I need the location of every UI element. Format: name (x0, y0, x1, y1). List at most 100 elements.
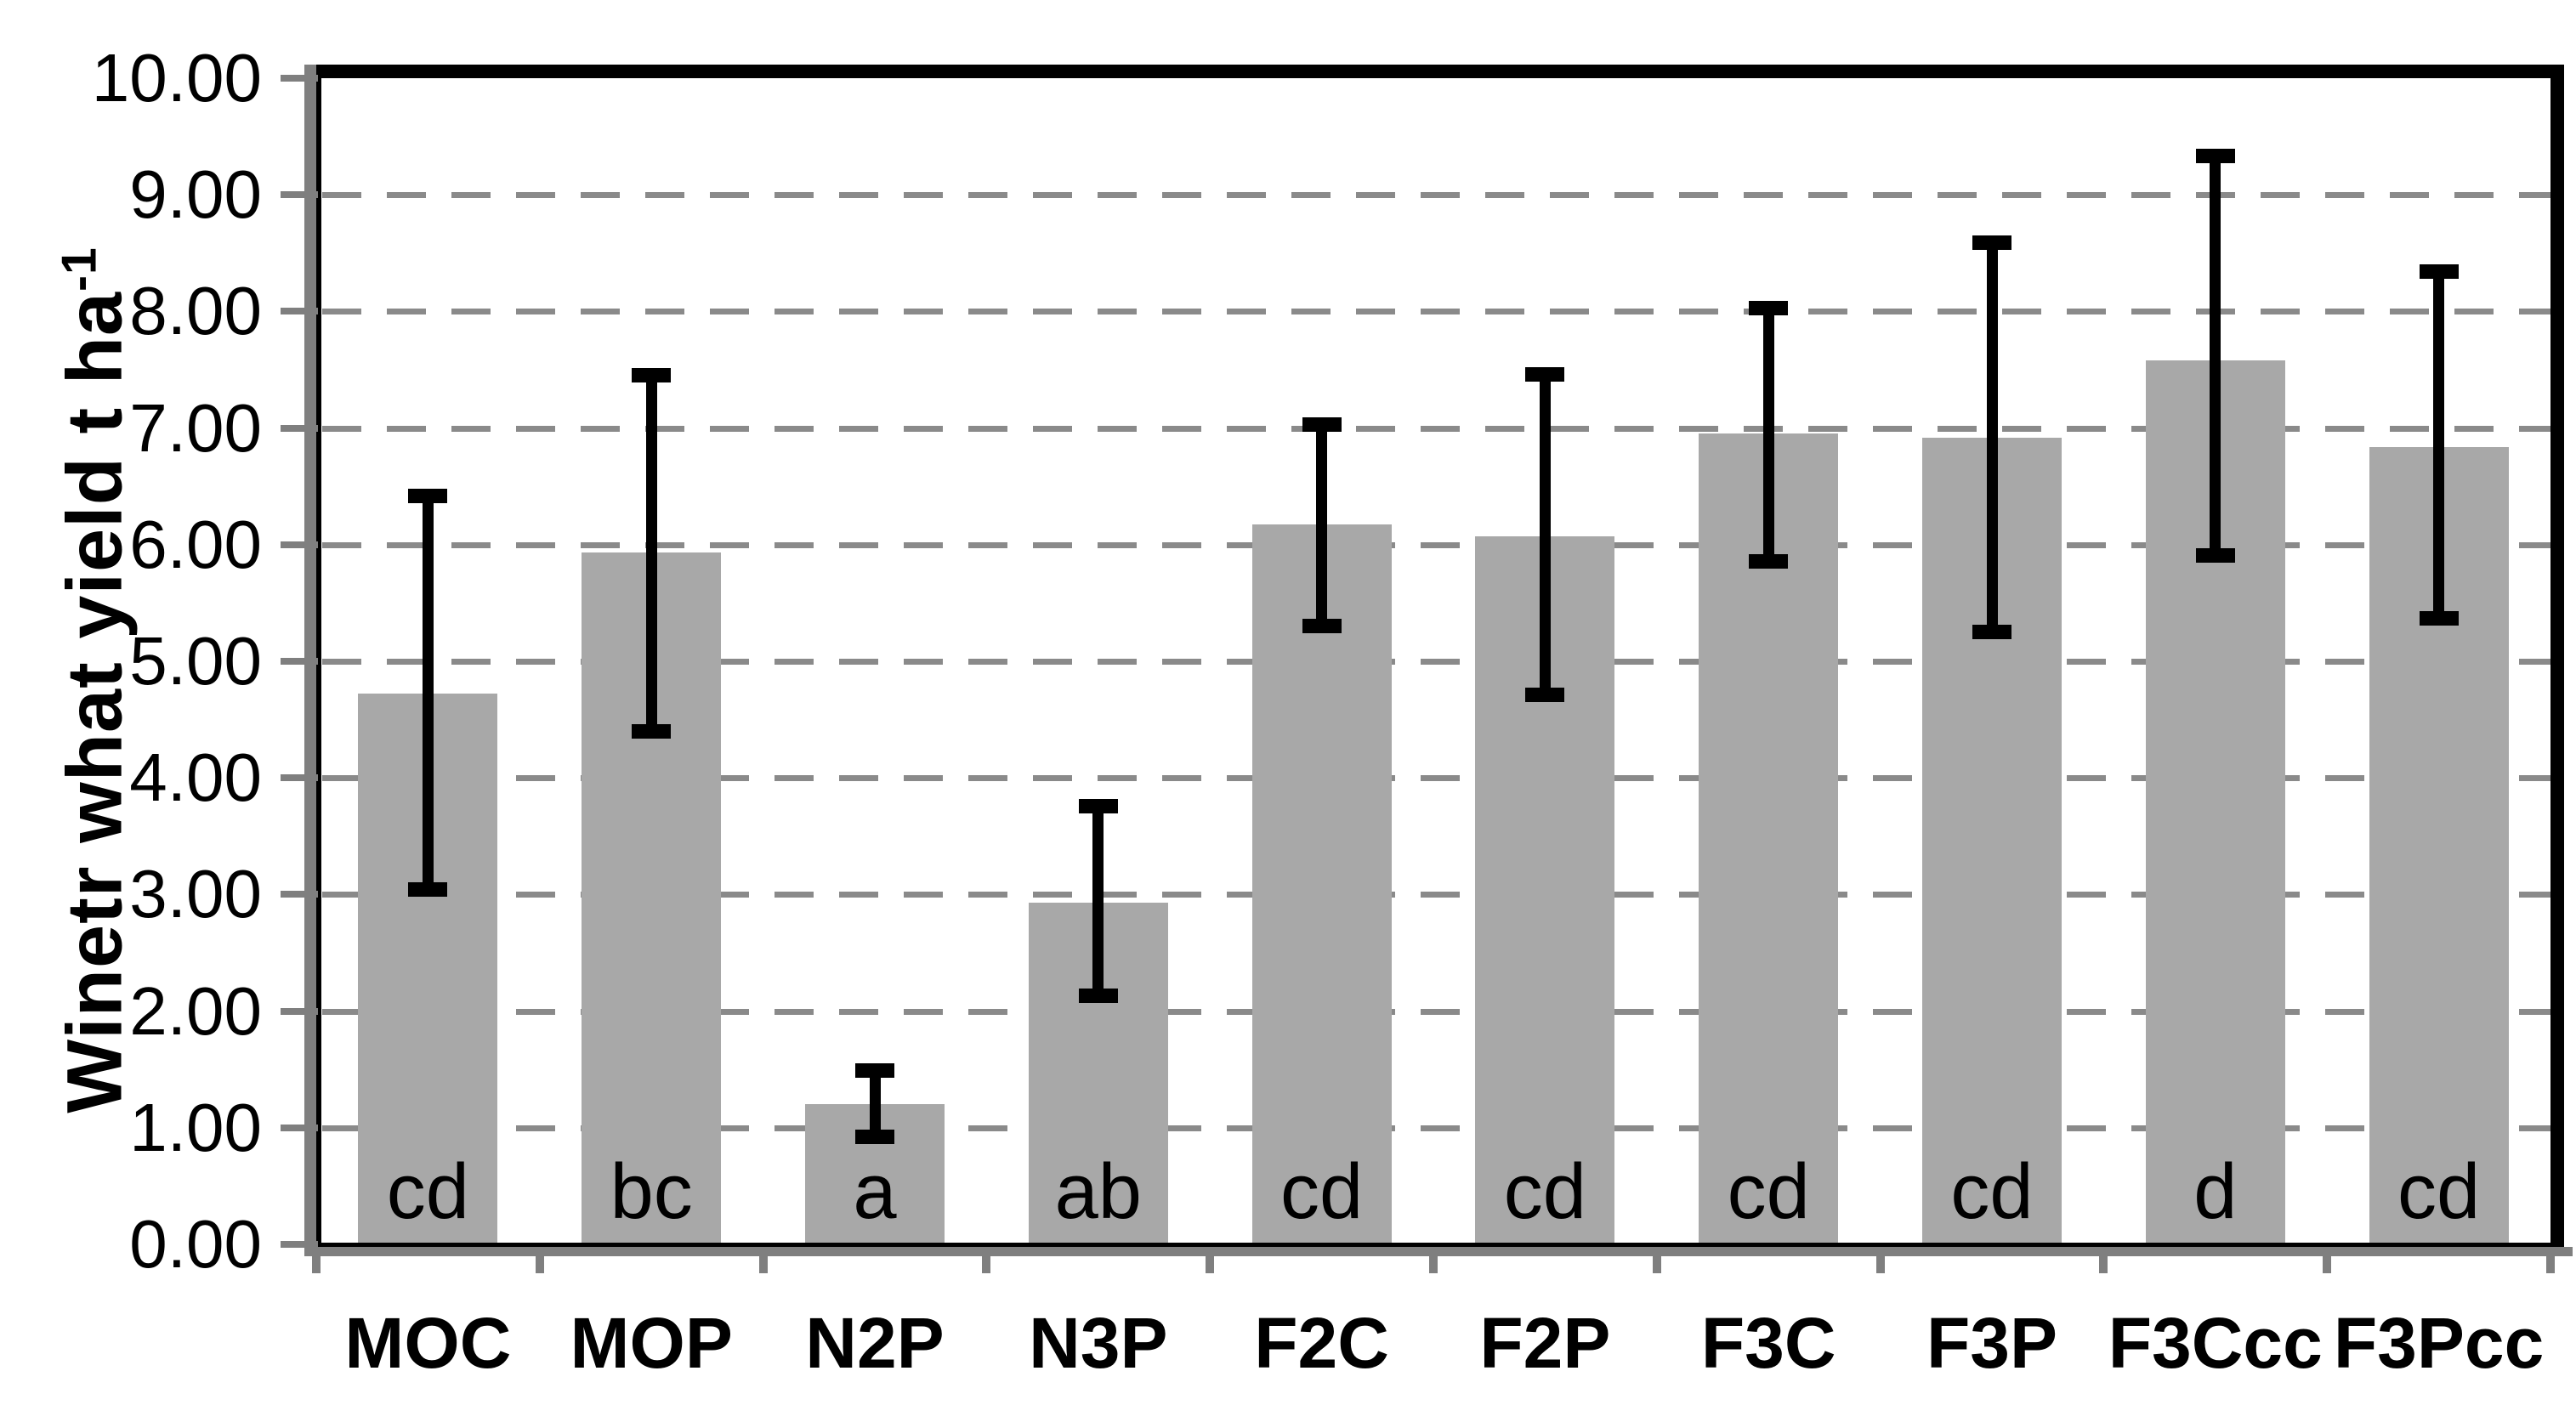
error-bar-line-N2P (869, 1070, 881, 1137)
error-bar-line-MOC (422, 496, 434, 890)
error-bar-line-F3Ccc (2210, 156, 2221, 556)
significance-letter-F3P: cd (1950, 1148, 2034, 1235)
y-tick-label: 10.00 (91, 40, 262, 116)
y-tick-mark (281, 308, 318, 315)
error-bar-top-cap-F3P (1972, 235, 2011, 250)
x-tick-label-F2C: F2C (1254, 1303, 1389, 1383)
y-tick-label: 9.00 (129, 156, 262, 233)
x-tick-mark (1875, 1247, 1885, 1273)
error-bar-bottom-cap-F3P (1972, 625, 2011, 640)
y-tick-mark (281, 191, 318, 199)
gridline (322, 192, 2550, 199)
error-bar-top-cap-F2P (1525, 366, 1565, 382)
x-tick-label-F3C: F3C (1700, 1303, 1836, 1383)
gridline (322, 309, 2550, 315)
significance-letter-F3Ccc: d (2193, 1148, 2238, 1235)
y-tick-label: 3.00 (129, 856, 262, 932)
x-tick-label-F3Ccc: F3Ccc (2108, 1303, 2323, 1383)
x-tick-label-N2P: N2P (805, 1303, 945, 1383)
error-bar-line-F3Pcc (2433, 271, 2445, 619)
x-tick-label-MOP: MOP (570, 1303, 733, 1383)
y-tick-label: 4.00 (129, 739, 262, 816)
error-bar-bottom-cap-F2P (1525, 688, 1565, 703)
y-tick-mark (281, 541, 318, 548)
x-tick-mark (535, 1247, 544, 1273)
y-tick-label: 1.00 (129, 1089, 262, 1165)
bar-F2C (1251, 524, 1392, 1244)
x-tick-mark (312, 1247, 321, 1273)
x-axis-gray-strip (304, 1247, 2573, 1256)
significance-letter-F3C: cd (1727, 1148, 1810, 1235)
plot-border-top (304, 65, 2564, 78)
x-tick-mark (2099, 1247, 2108, 1273)
y-tick-mark (281, 75, 318, 82)
y-tick-label: 8.00 (129, 273, 262, 349)
significance-letter-N3P: ab (1054, 1148, 1142, 1235)
error-bar-bottom-cap-N3P (1078, 989, 1118, 1004)
gridline (322, 425, 2550, 432)
error-bar-bottom-cap-N2P (855, 1130, 894, 1145)
x-tick-mark (758, 1247, 768, 1273)
error-bar-bottom-cap-F3Pcc (2419, 610, 2459, 626)
error-bar-top-cap-N2P (855, 1063, 894, 1079)
significance-letter-F2P: cd (1503, 1148, 1586, 1235)
error-bar-top-cap-F3Pcc (2419, 264, 2459, 280)
plot-border-right (2550, 65, 2564, 1247)
error-bar-top-cap-F3Ccc (2195, 149, 2235, 164)
gridline (322, 1125, 2550, 1131)
error-bar-bottom-cap-F2C (1302, 619, 1342, 634)
error-bar-bottom-cap-MOC (408, 882, 448, 898)
y-tick-mark (281, 1241, 318, 1248)
significance-letter-MOP: bc (610, 1148, 693, 1235)
significance-letter-F3Pcc: cd (2397, 1148, 2481, 1235)
error-bar-line-F3C (1762, 308, 1774, 561)
y-tick-mark (281, 658, 318, 665)
y-tick-label: 6.00 (129, 506, 262, 582)
bar-F3C (1699, 433, 1839, 1244)
significance-letter-MOC: cd (386, 1148, 469, 1235)
x-tick-label-N3P: N3P (1029, 1303, 1168, 1383)
x-tick-label-F3Pcc: F3Pcc (2333, 1303, 2545, 1383)
plot-border-left (316, 78, 321, 1243)
x-tick-label-F3P: F3P (1926, 1303, 2058, 1383)
gridline (322, 775, 2550, 782)
error-bar-line-MOP (645, 375, 657, 732)
y-tick-label: 2.00 (129, 972, 262, 1049)
error-bar-bottom-cap-F3C (1749, 553, 1789, 569)
error-bar-bottom-cap-MOP (632, 723, 672, 739)
x-tick-mark (2323, 1247, 2332, 1273)
y-tick-label: 5.00 (129, 623, 262, 699)
y-tick-label: 0.00 (129, 1206, 262, 1282)
y-tick-mark (281, 891, 318, 898)
error-bar-line-F3P (1986, 242, 1998, 632)
x-tick-mark (1652, 1247, 1661, 1273)
y-tick-mark (281, 1007, 318, 1015)
x-tick-mark (982, 1247, 991, 1273)
x-tick-label-F2P: F2P (1479, 1303, 1611, 1383)
gridline (322, 892, 2550, 898)
x-tick-mark (1429, 1247, 1438, 1273)
x-tick-label-MOC: MOC (344, 1303, 512, 1383)
significance-letter-F2C: cd (1280, 1148, 1364, 1235)
error-bar-line-F2C (1316, 424, 1328, 626)
gridline (322, 541, 2550, 548)
x-tick-mark (1206, 1247, 1215, 1273)
error-bar-line-F2P (1539, 374, 1551, 695)
error-bar-top-cap-F2C (1302, 416, 1342, 432)
y-tick-mark (281, 1124, 318, 1131)
error-bar-top-cap-N3P (1078, 798, 1118, 813)
significance-letter-N2P: a (853, 1148, 897, 1235)
gridline (322, 659, 2550, 665)
y-tick-label: 7.00 (129, 389, 262, 466)
gridline (322, 1008, 2550, 1015)
error-bar-top-cap-MOC (408, 488, 448, 503)
y-tick-mark (281, 424, 318, 432)
error-bar-top-cap-MOP (632, 368, 672, 383)
y-tick-mark (281, 774, 318, 782)
error-bar-top-cap-F3C (1749, 300, 1789, 315)
x-tick-mark (2546, 1247, 2555, 1273)
x-axis-line (316, 1243, 2564, 1247)
error-bar-bottom-cap-F3Ccc (2195, 547, 2235, 563)
